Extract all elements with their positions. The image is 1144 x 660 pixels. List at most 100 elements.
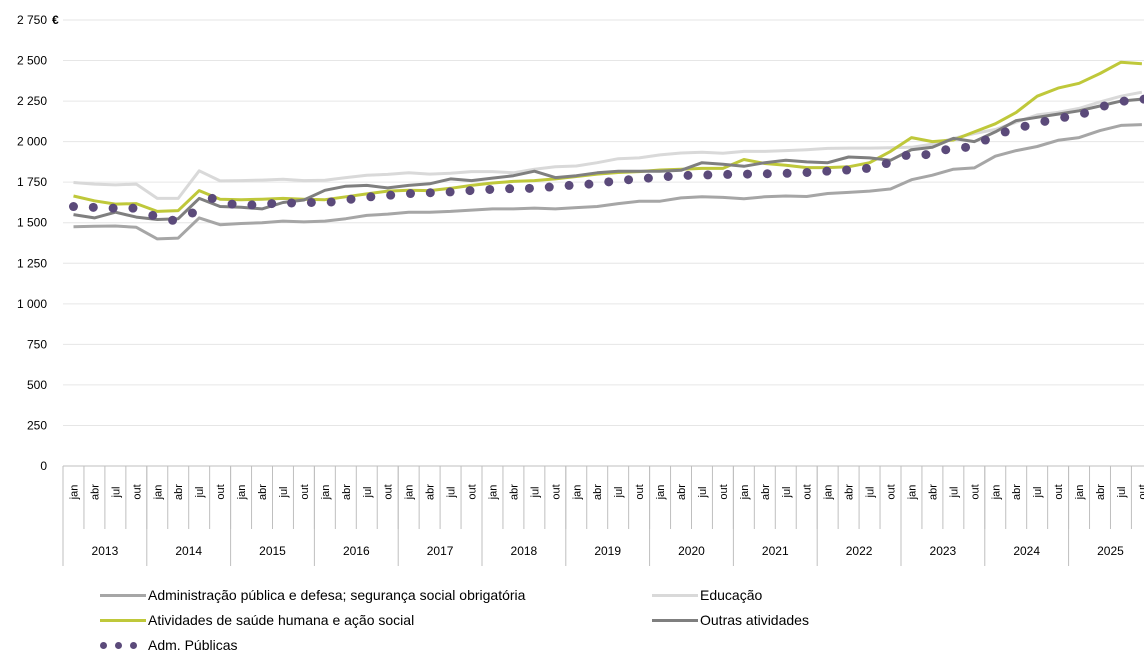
- data-point: [881, 159, 891, 169]
- data-point: [346, 194, 356, 204]
- legend-item-saude: Atividades de saúde humana e ação social: [100, 612, 414, 628]
- data-point: [980, 135, 990, 145]
- y-tick-label: 750: [27, 337, 47, 351]
- data-point: [723, 169, 733, 179]
- x-year-label: 2013: [92, 544, 119, 558]
- legend-label: Administração pública e defesa; seguranç…: [148, 587, 526, 603]
- x-month-label: jul: [781, 486, 793, 498]
- data-point: [1040, 116, 1050, 126]
- data-point: [386, 190, 396, 200]
- x-month-label: out: [215, 484, 227, 499]
- x-year-label: 2022: [846, 544, 873, 558]
- x-month-label: jan: [823, 485, 835, 501]
- x-month-label: jan: [236, 485, 248, 501]
- x-month-label: jan: [487, 485, 499, 501]
- y-axis: 0 250 500 750 1 000 1 250 1 500 1 750 2 000 2 250…: [17, 13, 47, 473]
- data-point: [683, 170, 693, 180]
- data-point: [604, 177, 614, 187]
- x-month-label: abr: [508, 484, 520, 500]
- x-month-label: abr: [592, 484, 604, 500]
- x-month-label: jan: [68, 485, 80, 501]
- x-month-label: abr: [1011, 484, 1023, 500]
- y-tick-label: 250: [27, 418, 47, 432]
- x-month-label: jul: [362, 486, 374, 498]
- data-point: [584, 179, 594, 189]
- data-point: [822, 166, 832, 176]
- data-point: [425, 188, 435, 198]
- x-month-label: out: [131, 484, 143, 499]
- data-point: [1099, 101, 1109, 111]
- x-year-label: 2024: [1013, 544, 1040, 558]
- series-4: [68, 94, 1144, 225]
- x-month-label: out: [718, 484, 730, 499]
- y-unit-label: €: [52, 13, 59, 27]
- x-month-label: jan: [906, 485, 918, 501]
- data-point: [1119, 96, 1129, 106]
- series-layer: [68, 60, 1144, 241]
- x-month-label: abr: [341, 484, 353, 500]
- data-point: [405, 189, 415, 199]
- x-month-label: abr: [173, 484, 185, 500]
- data-point: [1080, 108, 1090, 118]
- legend-dots: [100, 641, 146, 649]
- x-month-label: jul: [1032, 486, 1044, 498]
- x-month-label: out: [969, 484, 981, 499]
- y-tick-label: 1 250: [17, 256, 47, 270]
- legend-label: Adm. Públicas: [148, 637, 238, 653]
- y-tick-label: 1 750: [17, 175, 47, 189]
- data-point: [267, 199, 277, 209]
- x-year-label: 2016: [343, 544, 370, 558]
- data-point: [168, 215, 178, 225]
- x-month-label: abr: [676, 484, 688, 500]
- x-month-label: jul: [1116, 486, 1128, 498]
- data-point: [782, 168, 792, 178]
- x-year-label: 2020: [678, 544, 705, 558]
- data-point: [465, 186, 475, 196]
- x-month-label: out: [299, 484, 311, 499]
- data-point: [505, 184, 515, 194]
- x-month-label: jul: [529, 486, 541, 498]
- y-tick-label: 500: [27, 378, 47, 392]
- data-point: [901, 150, 911, 160]
- data-point: [861, 163, 871, 173]
- x-month-label: jan: [990, 485, 1002, 501]
- x-month-label: abr: [257, 484, 269, 500]
- x-year-label: 2018: [511, 544, 538, 558]
- x-month-label: out: [886, 484, 898, 499]
- data-point: [624, 175, 634, 185]
- x-year-label: 2017: [427, 544, 454, 558]
- data-point: [842, 165, 852, 175]
- x-month-label: jan: [739, 485, 751, 501]
- y-tick-label: 2 250: [17, 94, 47, 108]
- x-month-label: out: [550, 484, 562, 499]
- x-month-label: abr: [425, 484, 437, 500]
- y-tick-label: 1 500: [17, 216, 47, 230]
- gridlines: [63, 19, 1144, 426]
- x-month-label: jul: [697, 486, 709, 498]
- x-month-label: out: [634, 484, 646, 499]
- x-month-label: jan: [404, 485, 416, 501]
- data-point: [88, 202, 98, 212]
- x-month-label: out: [383, 484, 395, 499]
- x-month-label: out: [467, 484, 479, 499]
- x-month-label: jan: [655, 485, 667, 501]
- data-point: [663, 172, 673, 182]
- data-point: [1139, 94, 1144, 104]
- legend-swatch: [100, 593, 146, 597]
- data-point: [564, 180, 574, 190]
- x-month-label: jan: [571, 485, 583, 501]
- x-year-label: 2025: [1097, 544, 1124, 558]
- x-month-label: jan: [1074, 485, 1086, 501]
- x-year-label: 2023: [930, 544, 957, 558]
- data-point: [366, 192, 376, 202]
- x-month-label: out: [802, 484, 814, 499]
- data-point: [544, 182, 554, 192]
- x-year-label: 2015: [259, 544, 286, 558]
- data-point: [128, 203, 138, 213]
- data-point: [743, 169, 753, 179]
- x-month-label: jul: [446, 486, 458, 498]
- x-month-label: jul: [278, 486, 290, 498]
- data-point: [485, 184, 495, 194]
- legend-label: Atividades de saúde humana e ação social: [148, 612, 415, 628]
- data-point: [941, 145, 951, 155]
